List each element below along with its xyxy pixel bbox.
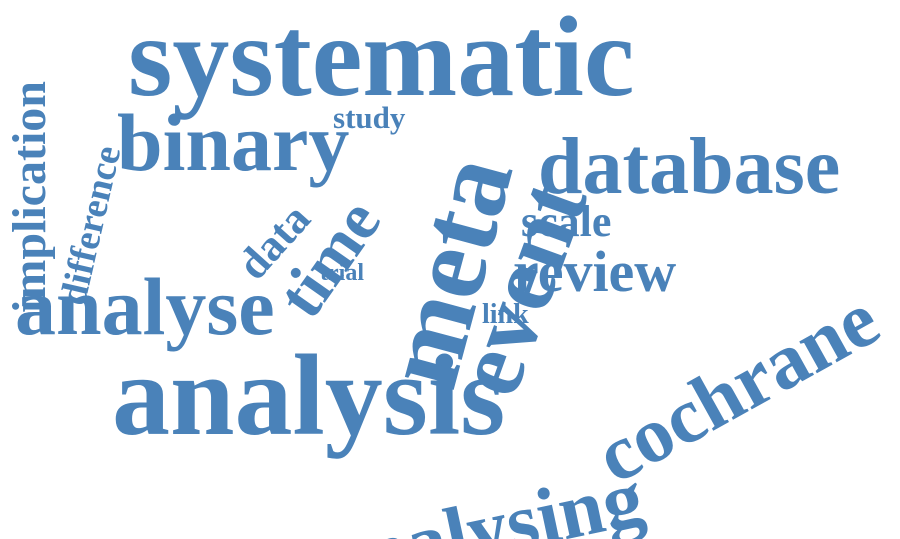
word-analyse: analyse [15, 261, 275, 352]
word-database: database [538, 123, 841, 211]
word-link: link [482, 299, 529, 330]
word-trial: trial [320, 260, 364, 286]
word-systematic: systematic [128, 0, 635, 120]
word-implication: implication [3, 80, 56, 313]
word-binary: binary [117, 97, 350, 188]
word-scale: scale [521, 197, 612, 246]
word-analysing: analysing [315, 453, 651, 539]
word-study: study [333, 100, 406, 135]
word-review: review [513, 239, 677, 304]
word-analysis: analysis [112, 332, 506, 460]
